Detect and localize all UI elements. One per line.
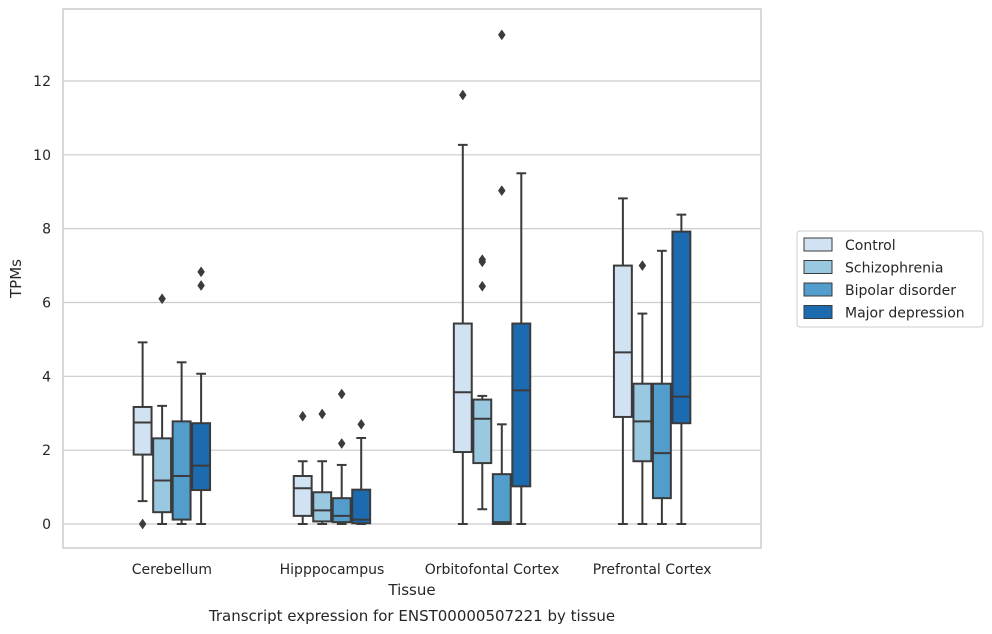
box-iqr [472,398,493,465]
outlier-point [337,388,346,400]
x-tick-labels: Cerebellum Hipppocampus Orbitofontal Corte… [132,562,712,578]
y-tick-label-6: 6 [42,295,51,311]
legend-swatch-schizophrenia [803,260,833,274]
box-schizophrenia-cerebellum [152,293,173,526]
box-iqr [651,382,672,500]
outlier-point [318,408,327,420]
x-axis-title: Tissue [387,581,435,599]
box-iqr [331,497,352,524]
box-iqr [452,322,473,454]
y-tick-label-0: 0 [42,517,51,533]
outlier-point [478,254,487,266]
outlier-point [638,260,647,272]
box-major-depression-hipppocampus [351,418,372,526]
outlier-point [197,280,205,291]
outlier-point [357,418,366,430]
outlier-point [478,280,487,292]
chart-caption: Transcript expression for ENST0000050722… [208,607,615,625]
box-control-hipppocampus [292,410,313,526]
box-iqr [292,475,313,517]
y-tick-label-10: 10 [33,148,51,164]
x-tick-label-prefrontal-cortex: Prefrontal Cortex [593,562,712,578]
y-tick-label-12: 12 [33,74,51,90]
box-iqr [632,382,653,463]
box-schizophrenia-hipppocampus [312,408,333,526]
legend-label-major-depression: Major depression [845,306,965,322]
box-bipolar-disorder-cerebellum [171,361,192,526]
outlier-point [197,266,205,278]
x-tick-label-orbitofontal-cortex: Orbitofontal Cortex [425,562,560,578]
outlier-point [138,518,147,530]
box-major-depression-cerebellum [191,266,212,526]
y-tick-labels: 0 2 4 6 8 10 12 [33,74,51,533]
legend-label-schizophrenia: Schizophrenia [845,261,943,277]
box-control-cerebellum [132,341,153,530]
legend-frame [796,230,984,328]
box-major-depression-prefrontal-cortex [671,213,692,526]
plot-frame [62,8,762,549]
legend: Control Schizophrenia Bipolar disorder Majo… [796,230,984,328]
outlier-point [458,89,467,101]
box-bipolar-disorder-hipppocampus [331,388,352,526]
box-iqr [491,473,512,526]
box-major-depression-orbitofontal-cortex [511,172,532,526]
box-iqr [152,437,173,514]
box-iqr [612,264,633,418]
box-iqr [132,405,153,456]
box-schizophrenia-prefrontal-cortex [632,260,653,526]
box-control-orbitofontal-cortex [452,89,473,526]
y-tick-label-8: 8 [42,222,51,238]
box-iqr [171,420,192,521]
x-tick-label-cerebellum: Cerebellum [132,562,212,578]
legend-swatch-bipolar-disorder [803,282,833,297]
x-tick-label-hipppocampus: Hipppocampus [280,562,385,578]
box-iqr [671,230,692,425]
y-tick-label-4: 4 [42,369,51,385]
legend-label-control: Control [845,238,896,254]
legend-swatch-major-depression [803,305,833,319]
y-axis-title: TPMs [7,259,25,299]
y-tick-label-2: 2 [42,443,51,459]
legend-label-bipolar-disorder: Bipolar disorder [845,283,956,299]
outlier-point [497,185,506,197]
box-schizophrenia-orbitofontal-cortex [472,254,493,511]
box-iqr [191,422,212,492]
box-bipolar-disorder-orbitofontal-cortex [491,29,512,526]
box-bipolar-disorder-prefrontal-cortex [651,249,672,526]
box-iqr [351,488,372,525]
outlier-point [298,410,307,422]
box-iqr [511,322,532,488]
outlier-point [337,438,346,449]
box-iqr [312,491,333,523]
legend-swatch-control [803,237,833,252]
box-plot-layer [132,29,692,530]
outlier-point [497,29,506,41]
outlier-point [158,293,166,305]
box-control-prefrontal-cortex [612,197,633,526]
